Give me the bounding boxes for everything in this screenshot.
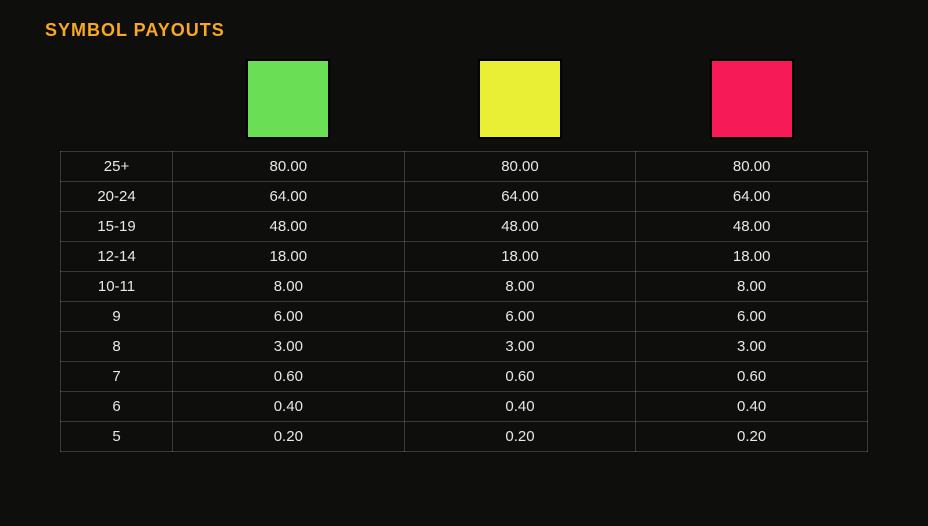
range-cell: 12-14 [61, 242, 173, 272]
table-row: 15-1948.0048.0048.00 [61, 212, 868, 242]
payout-cell: 0.20 [404, 422, 636, 452]
payout-cell: 0.60 [173, 362, 405, 392]
payout-cell: 8.00 [173, 272, 405, 302]
payout-cell: 0.60 [636, 362, 868, 392]
payout-cell: 8.00 [404, 272, 636, 302]
range-cell: 15-19 [61, 212, 173, 242]
table-row: 12-1418.0018.0018.00 [61, 242, 868, 272]
range-cell: 9 [61, 302, 173, 332]
symbol-cell-2 [404, 59, 636, 139]
symbol-box-pink [710, 59, 794, 139]
range-cell: 6 [61, 392, 173, 422]
table-row: 70.600.600.60 [61, 362, 868, 392]
payout-cell: 0.40 [173, 392, 405, 422]
table-row: 25+80.0080.0080.00 [61, 152, 868, 182]
payout-cell: 6.00 [404, 302, 636, 332]
payout-cell: 80.00 [173, 152, 405, 182]
payout-cell: 0.60 [404, 362, 636, 392]
range-cell: 5 [61, 422, 173, 452]
symbol-cell-1 [172, 59, 404, 139]
range-cell: 20-24 [61, 182, 173, 212]
page-title: SYMBOL PAYOUTS [45, 20, 888, 41]
range-cell: 25+ [61, 152, 173, 182]
payout-cell: 64.00 [173, 182, 405, 212]
payout-cell: 6.00 [173, 302, 405, 332]
payout-cell: 3.00 [173, 332, 405, 362]
payout-cell: 0.40 [404, 392, 636, 422]
range-cell: 7 [61, 362, 173, 392]
table-row: 10-118.008.008.00 [61, 272, 868, 302]
payout-cell: 6.00 [636, 302, 868, 332]
table-row: 96.006.006.00 [61, 302, 868, 332]
payout-cell: 3.00 [404, 332, 636, 362]
table-row: 20-2464.0064.0064.00 [61, 182, 868, 212]
payout-cell: 0.40 [636, 392, 868, 422]
table-row: 83.003.003.00 [61, 332, 868, 362]
table-row: 60.400.400.40 [61, 392, 868, 422]
table-row: 50.200.200.20 [61, 422, 868, 452]
payout-table: 25+80.0080.0080.0020-2464.0064.0064.0015… [60, 151, 868, 452]
payout-cell: 0.20 [173, 422, 405, 452]
payout-cell: 64.00 [404, 182, 636, 212]
payout-cell: 18.00 [636, 242, 868, 272]
symbol-box-green [246, 59, 330, 139]
symbol-cell-3 [636, 59, 868, 139]
payout-cell: 48.00 [636, 212, 868, 242]
symbol-header-row [60, 59, 868, 139]
payout-cell: 80.00 [636, 152, 868, 182]
symbol-spacer [60, 59, 172, 139]
payout-cell: 80.00 [404, 152, 636, 182]
payout-cell: 18.00 [404, 242, 636, 272]
payout-cell: 48.00 [173, 212, 405, 242]
payout-cell: 8.00 [636, 272, 868, 302]
payout-table-container: 25+80.0080.0080.0020-2464.0064.0064.0015… [60, 59, 868, 452]
payout-cell: 18.00 [173, 242, 405, 272]
symbol-box-yellow [478, 59, 562, 139]
range-cell: 10-11 [61, 272, 173, 302]
payout-cell: 48.00 [404, 212, 636, 242]
range-cell: 8 [61, 332, 173, 362]
payout-cell: 64.00 [636, 182, 868, 212]
payout-cell: 3.00 [636, 332, 868, 362]
payout-cell: 0.20 [636, 422, 868, 452]
